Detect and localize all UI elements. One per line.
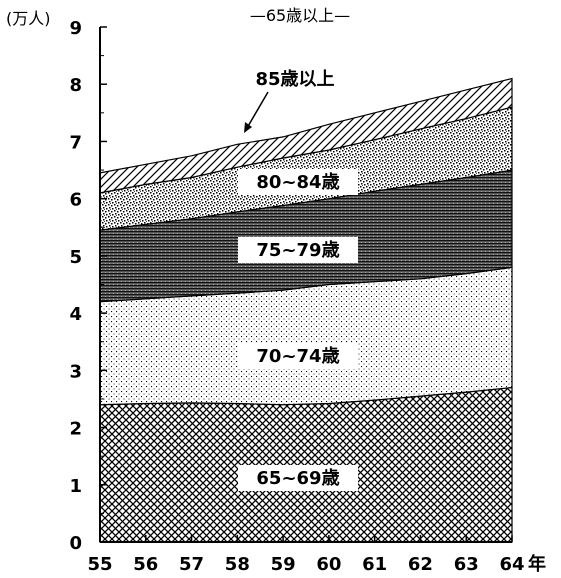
y-tick-label: 2 [69, 419, 82, 440]
y-tick-label: 7 [69, 132, 82, 153]
x-tick-label: 63 [454, 554, 479, 575]
y-tick-label: 8 [69, 75, 82, 96]
chart-title: —65歳以上— [250, 6, 350, 25]
x-tick-label: 58 [225, 554, 250, 575]
y-tick-label: 5 [69, 247, 82, 268]
leader-arrowhead [244, 122, 252, 133]
series-label: 85歳以上 [255, 69, 334, 90]
series-label: 65~69歳 [256, 468, 339, 489]
x-tick-label: 56 [133, 554, 158, 575]
y-axis-label: (万人) [6, 9, 51, 28]
x-tick-label: 57 [179, 554, 204, 575]
x-tick-label: 61 [362, 554, 387, 575]
y-tick-label: 9 [69, 18, 82, 39]
series-label-bg [238, 237, 358, 263]
y-tick-label: 0 [69, 533, 82, 554]
series-label: 70~74歳 [256, 346, 339, 367]
x-tick-label: 55 [87, 554, 112, 575]
area-layers [99, 77, 513, 543]
leader-line [246, 91, 269, 129]
x-tick-label: 62 [408, 554, 433, 575]
y-tick-label: 3 [69, 361, 82, 382]
series-label-bg [238, 343, 358, 369]
area-crosshatch [99, 386, 513, 543]
x-tick-label: 64 [499, 554, 524, 575]
series-label: 80~84歳 [256, 172, 339, 193]
y-tick-label: 1 [69, 476, 82, 497]
series-label-bg [238, 465, 358, 491]
x-tick-label: 60 [316, 554, 341, 575]
annotations: —65歳以上— 65~69歳 70~74歳 75~79歳 80~84歳 85歳以上 [238, 6, 358, 491]
x-tick-label: 59 [271, 554, 296, 575]
y-tick-label: 6 [69, 190, 82, 211]
area-diagonal [99, 77, 513, 194]
series-label-bg [238, 169, 358, 195]
x-axis-unit: 年 [528, 553, 546, 575]
series-label: 75~79歳 [256, 240, 339, 261]
y-tick-label: 4 [69, 304, 82, 325]
